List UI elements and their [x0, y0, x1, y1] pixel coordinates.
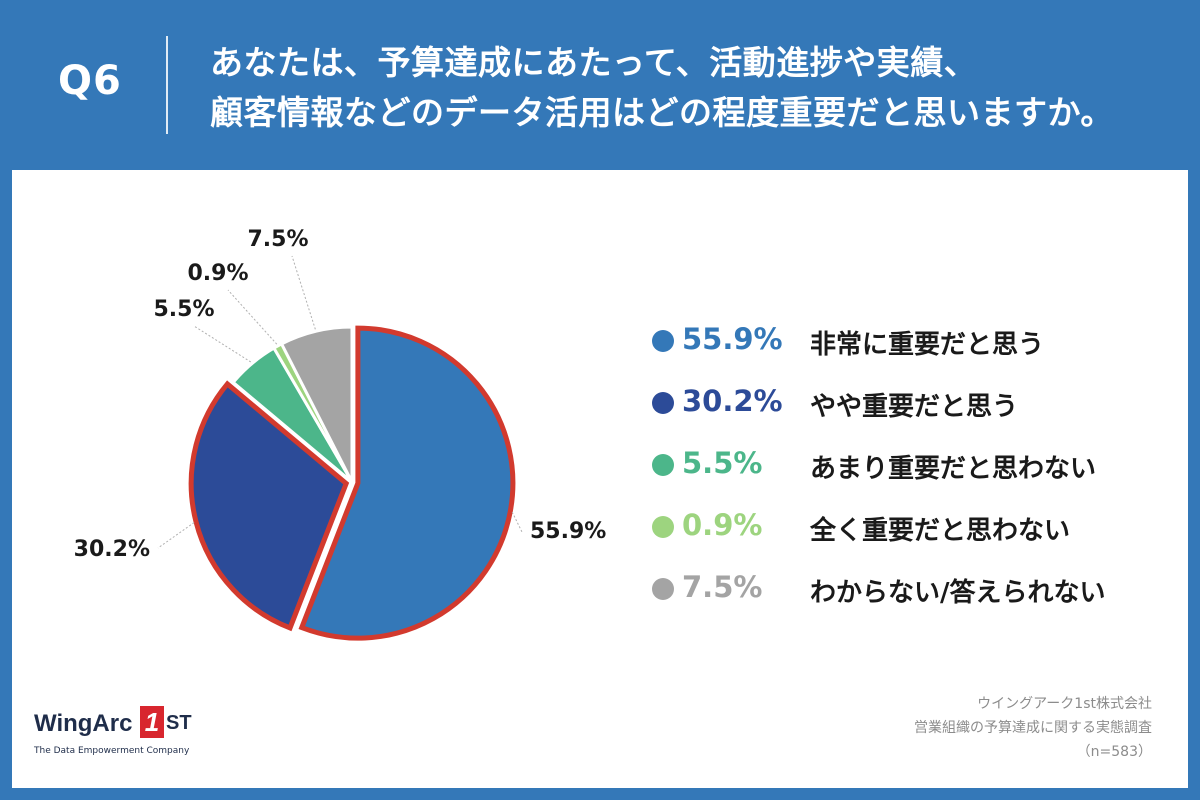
legend-value: 0.9% [682, 508, 763, 542]
pie-slice [279, 325, 354, 483]
legend-value: 5.5% [682, 446, 763, 480]
leader-line [291, 255, 316, 330]
chart-panel: 55.9% 30.2% 5.5% 0.9% 7.5% 55.9% 非常に重要だと思う 3… [12, 170, 1188, 788]
legend-swatch [652, 454, 674, 476]
logo-tagline: The Data Empowerment Company [34, 746, 190, 756]
logo-suffix: ST [166, 712, 192, 734]
legend-swatch [652, 578, 674, 600]
legend-value: 55.9% [682, 322, 783, 356]
slice-highlight-outline [188, 380, 350, 632]
slice-value-label: 30.2% [74, 537, 150, 562]
legend-label: あまり重要だと思わない [810, 454, 1097, 484]
company-logo: WingArc 1 ST The Data Empowerment Compan… [34, 704, 204, 764]
chart-legend: 55.9% 非常に重要だと思う 30.2% やや重要だと思う 5.5% あまり重… [640, 320, 1180, 630]
question-line-1: あなたは、予算達成にあたって、活動進捗や実績、 [210, 43, 978, 82]
leader-line [157, 522, 195, 549]
legend-swatch [652, 330, 674, 352]
logo-wordmark: WingArc [34, 710, 133, 737]
legend-label: やや重要だと思う [810, 392, 1019, 422]
slice-highlight-outline [298, 325, 516, 641]
slice-value-label: 7.5% [247, 227, 308, 252]
legend-item: 0.9% 全く重要だと思わない [640, 506, 1180, 568]
legend-value: 7.5% [682, 570, 763, 604]
legend-swatch [652, 516, 674, 538]
question-number: Q6 [58, 58, 122, 104]
legend-item: 30.2% やや重要だと思う [640, 382, 1180, 444]
legend-item: 7.5% わからない/答えられない [640, 568, 1180, 630]
legend-item: 5.5% あまり重要だと思わない [640, 444, 1180, 506]
leader-line [227, 289, 278, 345]
legend-value: 30.2% [682, 384, 783, 418]
logo-mark: 1 [140, 706, 164, 738]
source-company: ウイングアーク1st株式会社 [977, 696, 1152, 712]
header-divider [166, 36, 168, 134]
source-sample: （n=583） [1076, 744, 1152, 760]
slice-value-label: 5.5% [153, 297, 214, 322]
legend-label: わからない/答えられない [810, 578, 1106, 608]
legend-label: 全く重要だと思わない [810, 516, 1071, 546]
slice-value-label: 0.9% [187, 261, 248, 286]
legend-swatch [652, 392, 674, 414]
slice-value-label: 55.9% [530, 519, 606, 544]
source-note: ウイングアーク1st株式会社 営業組織の予算達成に関する実態調査 （n=583） [914, 692, 1152, 764]
legend-item: 55.9% 非常に重要だと思う [640, 320, 1180, 382]
leader-line [193, 325, 252, 363]
question-line-2: 顧客情報などのデータ活用はどの程度重要だと思いますか。 [210, 93, 1114, 132]
question-header: Q6 あなたは、予算達成にあたって、活動進捗や実績、 顧客情報などのデータ活用は… [0, 0, 1200, 170]
legend-label: 非常に重要だと思う [810, 330, 1045, 360]
pie-chart: 55.9% 30.2% 5.5% 0.9% 7.5% [74, 227, 606, 641]
question-text: あなたは、予算達成にあたって、活動進捗や実績、 顧客情報などのデータ活用はどの程… [210, 38, 1170, 138]
source-survey: 営業組織の予算達成に関する実態調査 [914, 720, 1152, 736]
leader-line [511, 511, 523, 533]
